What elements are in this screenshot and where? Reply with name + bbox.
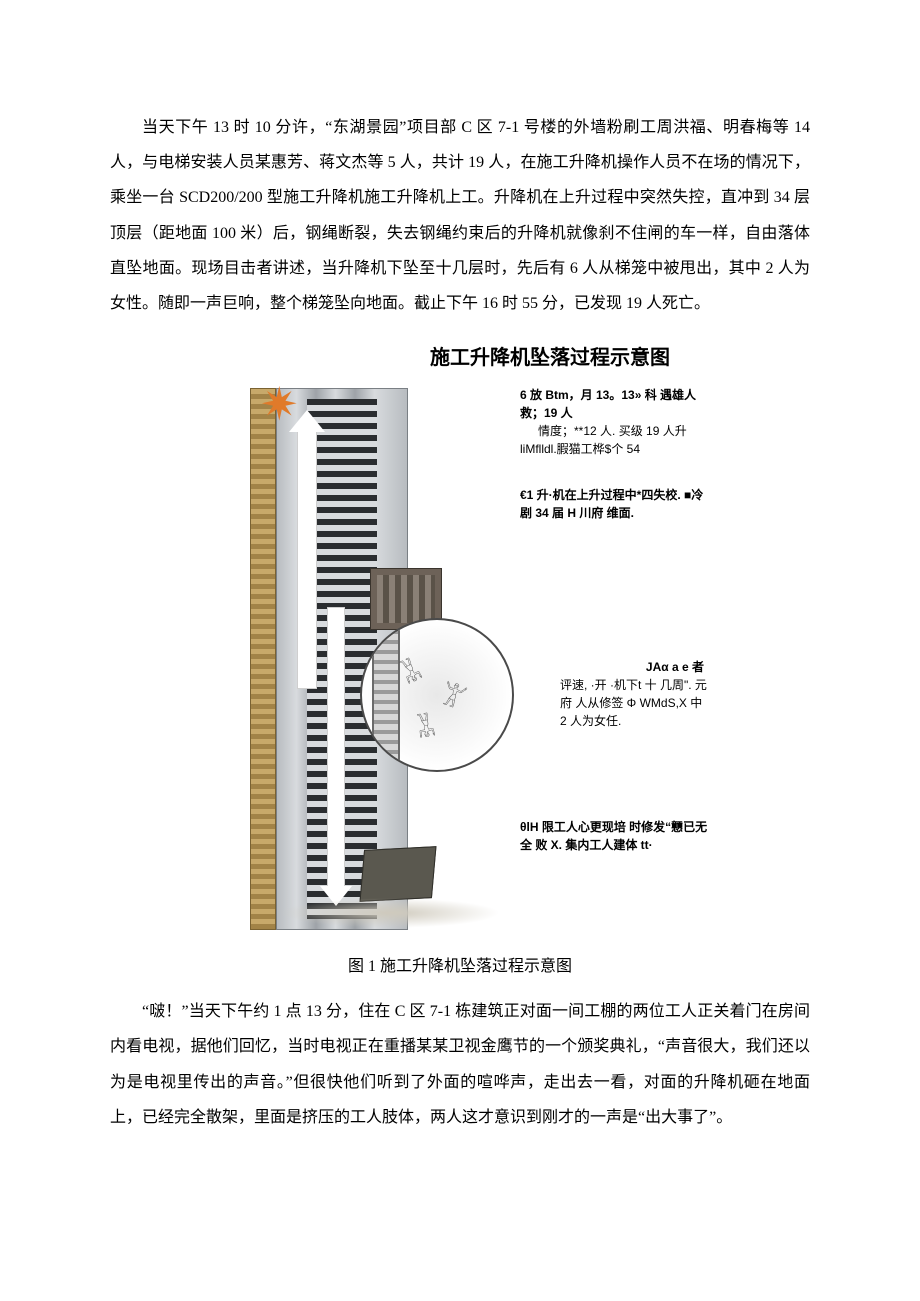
figure-caption: 图 1 施工升降机坠落过程示意图 (110, 952, 810, 976)
document-page: 当天下午 13 时 10 分许，“东湖景园”项目部 C 区 7-1 号楼的外墙粉… (0, 0, 920, 1205)
fall-process-diagram: ✷ 𓀡𓀠𓀡 6 放 Btm，月 13。13» 科 遇雄人救；19 人 情度；**… (200, 378, 720, 938)
annotation-3-line2: 评速, ·开 ·机下t 十 几周". 元府 人从修签 Φ WMdS,X 中 2 … (560, 678, 707, 728)
annotation-3: JAα a e 者 评速, ·开 ·机下t 十 几周". 元府 人从修签 Φ W… (560, 658, 710, 730)
annotation-1-line1: 6 放 Btm，月 13。13» 科 遇雄人救；19 人 (520, 388, 696, 420)
figure-block: 施工升降机坠落过程示意图 ✷ 𓀡𓀠𓀡 6 放 Btm，月 13。13» 科 遇雄… (110, 341, 810, 976)
annotation-1: 6 放 Btm，月 13。13» 科 遇雄人救；19 人 情度；**12 人. … (520, 386, 710, 458)
annotation-1-line2: 情度；**12 人. 买级 19 人升 liMflldl.腵猫工桦$个 54 (520, 424, 687, 456)
arrow-down-icon (328, 608, 344, 888)
annotation-2: €1 升·机在上升过程中*四失校. ■冷剧 34 届 H 川府 维面. (520, 486, 710, 522)
paragraph-1: 当天下午 13 时 10 分许，“东湖景园”项目部 C 区 7-1 号楼的外墙粉… (110, 110, 810, 321)
paragraph-2: “啵！”当天下午约 1 点 13 分，住在 C 区 7-1 栋建筑正对面一间工棚… (110, 994, 810, 1135)
arrow-up-icon (298, 428, 316, 688)
elevator-mast (250, 388, 276, 930)
crashed-cage (359, 846, 436, 902)
falling-people-icon: 𓀡𓀠𓀡 (362, 620, 512, 770)
annotation-3-line1: JAα a e 者 (560, 658, 710, 676)
callout-circle: 𓀡𓀠𓀡 (360, 618, 514, 772)
annotation-4: θlH 限工人心更现培 时修发“戅已无全 败 X. 集内工人建体 tt· (520, 818, 710, 854)
diagram-title: 施工升降机坠落过程示意图 (110, 341, 810, 370)
debris-cloud (280, 898, 500, 928)
